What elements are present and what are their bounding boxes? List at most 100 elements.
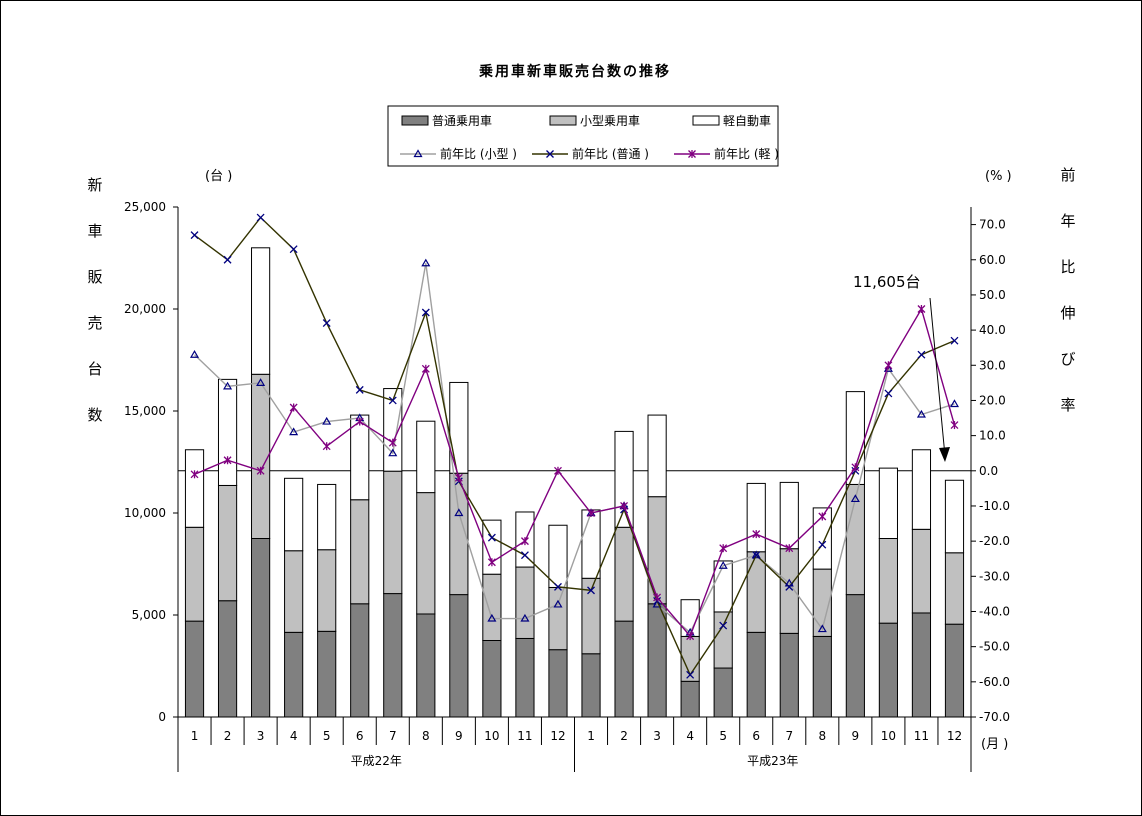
bar-segment-futsu (746, 631, 766, 718)
bar-segment-kei (581, 509, 601, 579)
x-tick-label: 12 (947, 729, 962, 743)
bar-segment-kogata (878, 538, 898, 624)
y-left-tick-label: 0 (158, 710, 166, 724)
bar-segment-kogata (217, 484, 238, 602)
x-tick-label: 6 (356, 729, 364, 743)
data-point-star (917, 305, 926, 313)
bar-segment-kei (746, 482, 766, 553)
data-point-star (355, 417, 364, 426)
axis-title-char: 伸 (1060, 304, 1075, 322)
data-point-x (256, 213, 265, 222)
bar-segment-kogata (515, 566, 535, 639)
legend-label: 普通乗用車 (432, 114, 492, 128)
axis-title-char: 販 (87, 268, 102, 286)
data-point-x (587, 586, 595, 595)
data-point-x (190, 231, 199, 240)
x-tick-label: 11 (914, 729, 929, 743)
x-tick-label: 3 (257, 729, 265, 743)
y-right-tick-label: -50.0 (979, 640, 1010, 654)
bar-segment-futsu (614, 620, 634, 718)
x-unit-label: (月 ) (981, 737, 1008, 752)
data-point-x (223, 255, 232, 264)
axis-title-char: 売 (87, 314, 102, 332)
bar-segment-kogata (184, 526, 205, 622)
y-right-tick-label: -30.0 (979, 569, 1010, 583)
bar-segment-kogata (647, 496, 667, 605)
y-left-tick-label: 20,000 (124, 302, 166, 316)
data-point-star (421, 364, 430, 373)
data-point-x (818, 540, 827, 549)
bar-segment-kei (482, 519, 502, 575)
axis-title-char: 台 (87, 360, 102, 378)
data-point-star (785, 544, 794, 553)
data-point-star (554, 466, 562, 475)
bar-segment-kei (878, 467, 898, 539)
data-point-star (223, 456, 232, 465)
bar-segment-kogata (284, 550, 304, 633)
data-point-star (686, 632, 695, 641)
y-left-tick-label: 25,000 (124, 200, 166, 214)
data-point-x (487, 533, 496, 542)
bar-segment-futsu (680, 680, 700, 718)
y-right-tick-label: 50.0 (979, 288, 1006, 302)
axis-title-char: 前 (1060, 166, 1075, 184)
bar-segment-kei (944, 479, 965, 554)
data-point-triangle (388, 448, 398, 457)
data-point-x (322, 319, 331, 328)
annotation-arrow (929, 297, 946, 457)
x-tick-label: 3 (653, 729, 661, 743)
x-tick-label: 10 (484, 729, 499, 743)
bar-segment-kei (548, 524, 568, 588)
data-point-triangle (553, 599, 563, 608)
data-point-triangle (322, 416, 332, 425)
y-left-tick-label: 15,000 (124, 404, 166, 418)
data-point-star (688, 150, 696, 158)
data-point-star (587, 509, 595, 517)
x-tick-label: 4 (290, 729, 298, 743)
bar-segment-kogata (251, 373, 271, 539)
axis-title-char: び (1060, 350, 1075, 368)
data-point-triangle (520, 613, 530, 622)
data-point-triangle (718, 561, 728, 569)
legend-label: 前年比 (普通 ) (572, 146, 649, 161)
data-point-x (752, 551, 761, 560)
x-tick-label: 9 (852, 729, 860, 743)
axis-title-char: 比 (1060, 258, 1075, 276)
bar-segment-kei (350, 414, 370, 501)
bar-segment-futsu (713, 667, 733, 718)
bar-segment-kogata (746, 551, 766, 633)
bar-segment-futsu (779, 632, 799, 718)
bar-segment-kogata (614, 526, 634, 622)
data-point-star (322, 442, 331, 451)
bar-segment-futsu (515, 637, 535, 718)
y-right-tick-label: -10.0 (979, 499, 1010, 513)
x-tick-label: 6 (752, 729, 760, 743)
x-tick-label: 7 (389, 729, 397, 743)
bar-segment-kei (779, 481, 799, 550)
legend-label: 小型乗用車 (580, 114, 640, 128)
bar-segment-futsu (812, 635, 832, 718)
bar-segment-futsu (911, 612, 932, 718)
bar-segment-futsu (383, 593, 403, 718)
bar-segment-kei (251, 247, 271, 375)
data-point-triangle (751, 550, 761, 559)
data-point-star (884, 361, 893, 370)
bar-segment-kei (614, 430, 634, 528)
data-point-triangle (817, 624, 827, 633)
x-tick-label: 12 (550, 729, 565, 743)
data-point-star (851, 463, 860, 472)
bar-segment-futsu (449, 594, 469, 718)
y-right-tick-label: -20.0 (979, 534, 1010, 548)
legend-label: 前年比 (軽 ) (714, 146, 779, 161)
y-left-tick-label: 5,000 (132, 608, 166, 622)
data-point-triangle (454, 508, 464, 517)
data-point-x (950, 336, 959, 345)
bar-segment-futsu (581, 653, 601, 718)
bar-segment-futsu (878, 622, 898, 718)
y-right-tick-label: -70.0 (979, 710, 1010, 724)
x-tick-label: 1 (191, 729, 199, 743)
data-point-x (884, 389, 893, 398)
axis-title-char: 車 (87, 222, 102, 240)
data-point-star (818, 512, 827, 521)
